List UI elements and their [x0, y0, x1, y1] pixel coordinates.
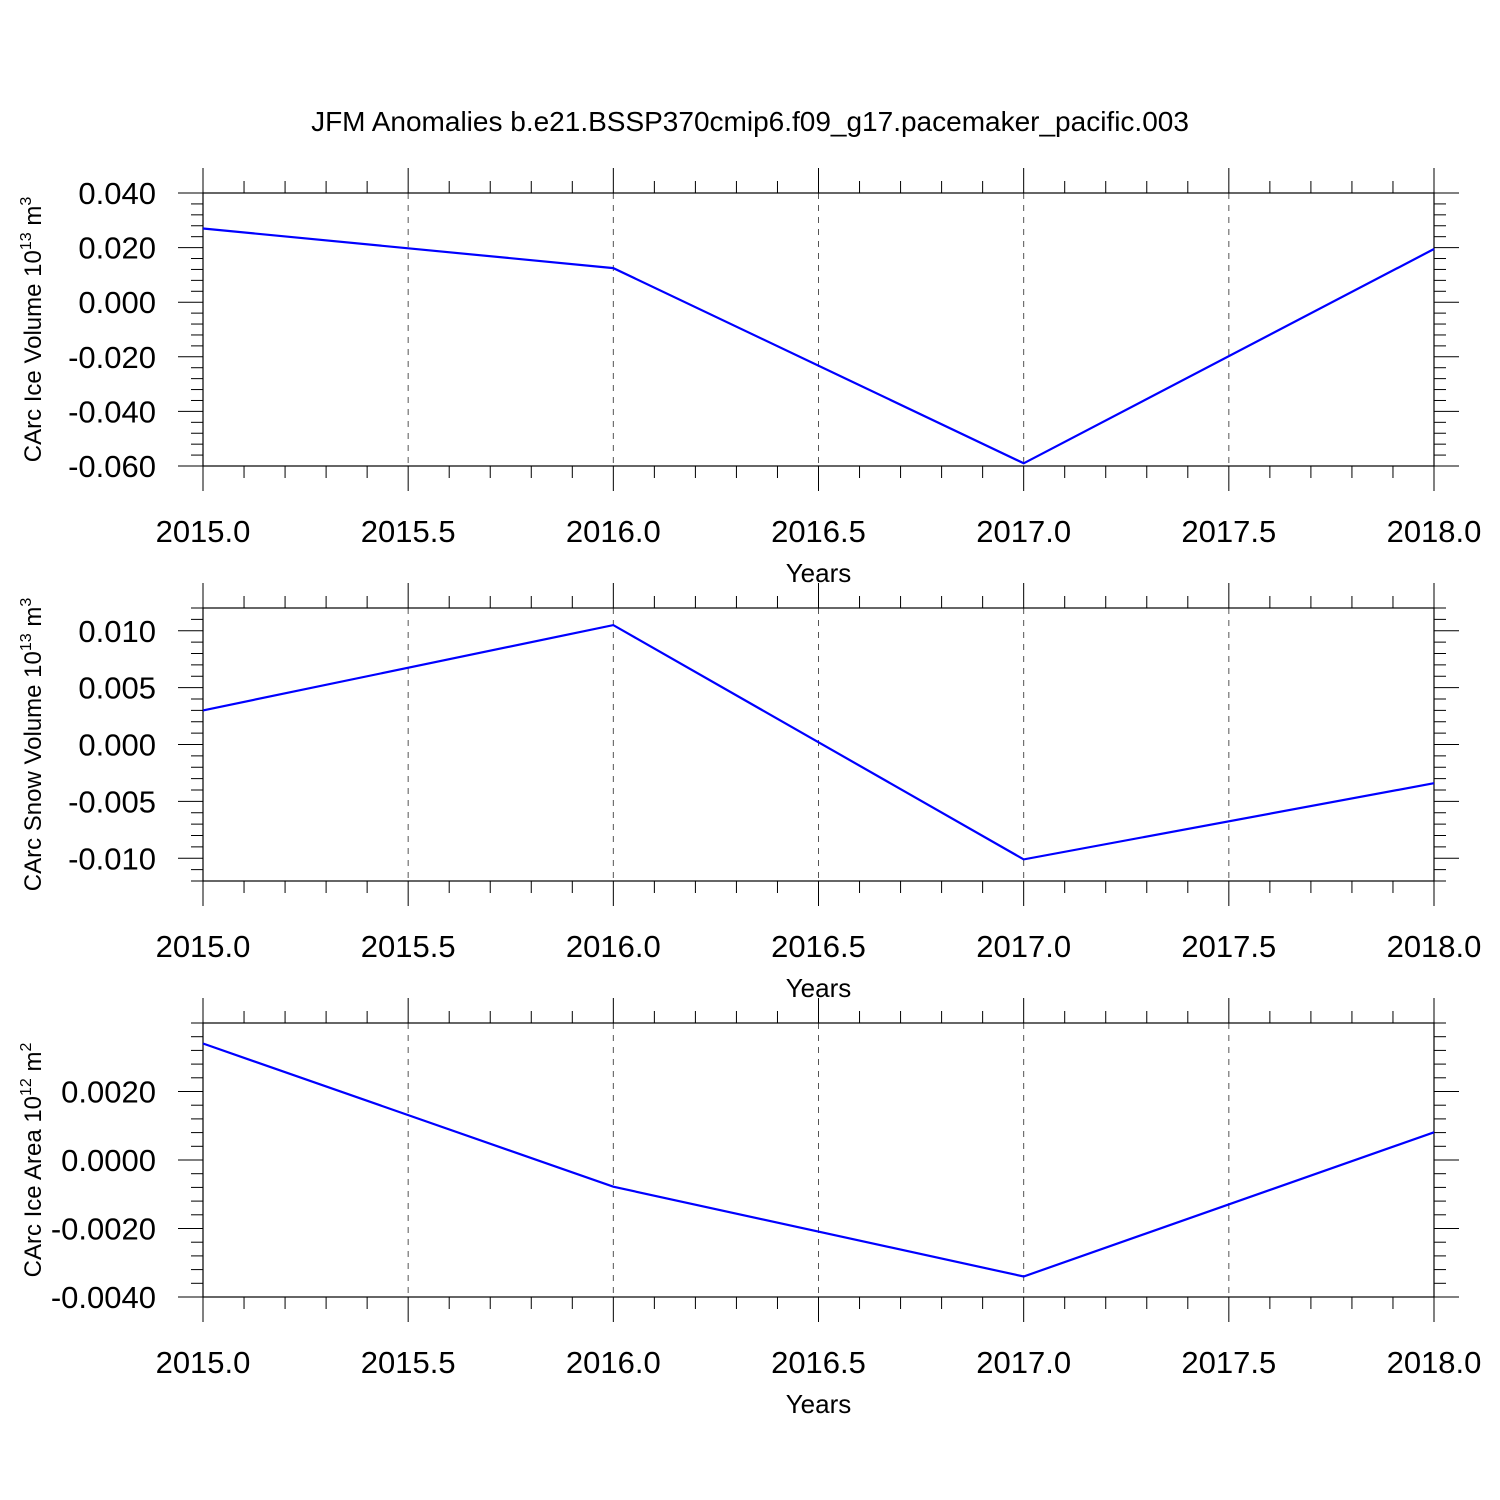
x-tick-label: 2017.0 — [976, 514, 1071, 549]
y-tick-label: 0.0020 — [61, 1075, 156, 1110]
x-tick-label: 2016.0 — [566, 929, 661, 964]
x-tick-label: 2016.5 — [771, 514, 866, 549]
x-tick-label: 2018.0 — [1387, 929, 1482, 964]
x-tick-label: 2018.0 — [1387, 1345, 1482, 1380]
y-tick-label: 0.010 — [78, 614, 156, 649]
panel-3: 2015.0 2015.5 2016.0 2016.5 2017.0 2017.5 2018… — [18, 998, 1481, 1419]
y-tick-label: -0.0020 — [51, 1212, 156, 1247]
series-line — [202, 623, 1435, 861]
x-tick-label: 2015.0 — [156, 514, 251, 549]
x-tick-label: 2015.5 — [361, 514, 456, 549]
y-axis-label: CArc Snow Volume 1013 m3 — [18, 598, 47, 892]
y-tick-label: 0.040 — [78, 176, 156, 211]
x-tick-label: 2017.0 — [976, 1345, 1071, 1380]
y-tick-label: 0.000 — [78, 285, 156, 320]
y-tick-label: -0.005 — [68, 784, 156, 819]
series-line — [202, 227, 1435, 465]
y-tick-label: 0.005 — [78, 671, 156, 706]
x-tick-label: 2017.5 — [1181, 514, 1276, 549]
x-tick-label: 2016.0 — [566, 1345, 661, 1380]
x-tick-label: 2018.0 — [1387, 514, 1482, 549]
x-tick-label: 2017.5 — [1181, 929, 1276, 964]
panel-1: 2015.0 2015.5 2016.0 2016.5 2017.0 2017.5 2018… — [18, 168, 1481, 588]
x-tick-label: 2015.0 — [156, 929, 251, 964]
panel-2: 2015.0 2015.5 2016.0 2016.5 2017.0 2017.5 2018… — [18, 583, 1481, 1003]
x-tick-label: 2016.5 — [771, 929, 866, 964]
y-axis-label: CArc Ice Area 1012 m2 — [18, 1043, 47, 1278]
panels: 2015.0 2015.5 2016.0 2016.5 2017.0 2017.5 2018… — [18, 168, 1481, 1419]
x-tick-label: 2015.5 — [361, 1345, 456, 1380]
x-tick-label: 2016.0 — [566, 514, 661, 549]
y-tick-label: -0.040 — [68, 394, 156, 429]
x-tick-label: 2016.5 — [771, 1345, 866, 1380]
y-axis-label: CArc Ice Volume 1013 m3 — [18, 197, 47, 463]
y-tick-label: 0.000 — [78, 728, 156, 763]
x-tick-label: 2017.5 — [1181, 1345, 1276, 1380]
y-tick-label: 0.0000 — [61, 1143, 156, 1178]
y-tick-label: -0.0040 — [51, 1280, 156, 1315]
series-line — [202, 1042, 1435, 1278]
y-tick-label: -0.010 — [68, 841, 156, 876]
x-tick-label: 2017.0 — [976, 929, 1071, 964]
y-tick-label: 0.020 — [78, 231, 156, 266]
y-tick-label: -0.060 — [68, 449, 156, 484]
y-tick-label: -0.020 — [68, 340, 156, 375]
x-tick-label: 2015.5 — [361, 929, 456, 964]
chart-title: JFM Anomalies b.e21.BSSP370cmip6.f09_g17… — [311, 106, 1189, 137]
x-axis-label: Years — [786, 1389, 852, 1419]
x-tick-label: 2015.0 — [156, 1345, 251, 1380]
